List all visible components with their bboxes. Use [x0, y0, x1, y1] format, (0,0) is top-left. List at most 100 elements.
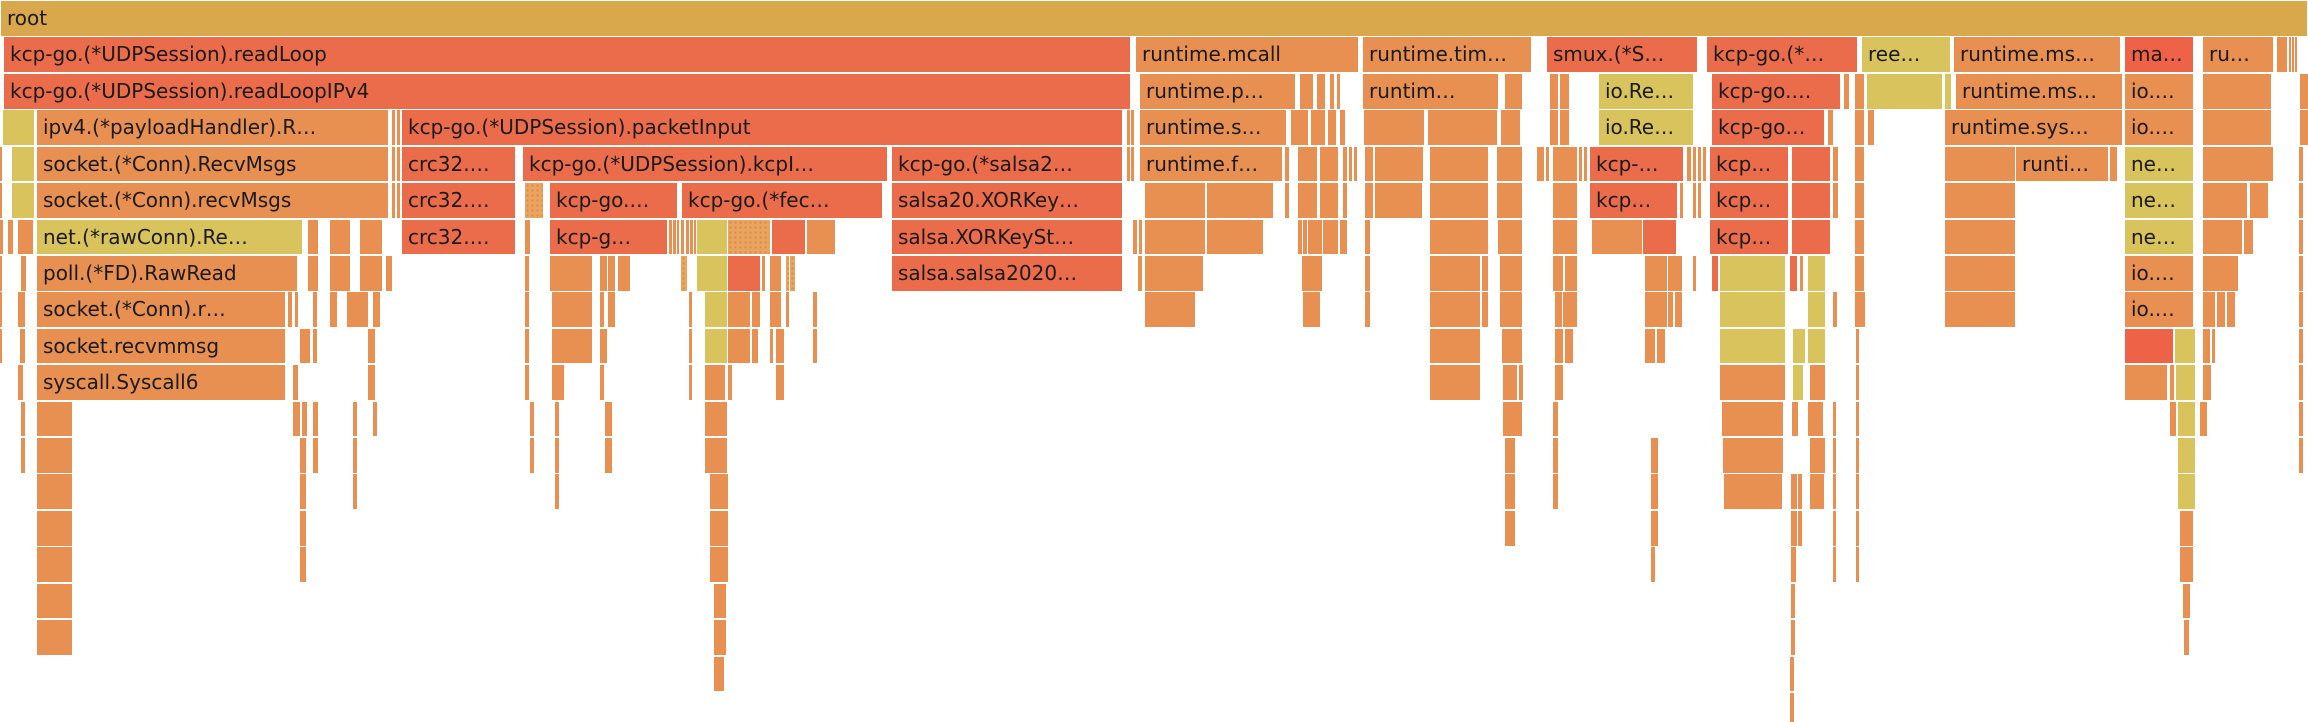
frame-box[interactable]	[1720, 328, 1785, 364]
frame-box[interactable]	[1693, 146, 1696, 182]
frame-box[interactable]	[1565, 328, 1573, 364]
frame-box[interactable]	[1651, 510, 1658, 546]
frame-box[interactable]	[1793, 328, 1805, 364]
frame-kcp-go-udpsession-readloop[interactable]: kcp-go.(*UDPSession).readLoop	[4, 37, 1130, 73]
frame-box[interactable]	[1833, 547, 1836, 582]
frame-box[interactable]	[677, 219, 679, 255]
frame-box[interactable]	[1537, 146, 1544, 182]
frame-box[interactable]	[330, 255, 350, 291]
frame-box[interactable]	[1856, 547, 1859, 582]
frame-box[interactable]	[313, 401, 318, 437]
frame-box[interactable]	[1855, 219, 1864, 255]
frame-box[interactable]	[1651, 547, 1655, 582]
frame-box[interactable]	[2300, 73, 2308, 109]
frame-box[interactable]	[2203, 292, 2215, 328]
frame-box[interactable]	[1138, 255, 1142, 291]
frame-box[interactable]	[1833, 401, 1836, 437]
frame-runtime-f[interactable]: runtime.f…	[1140, 146, 1282, 182]
frame-box[interactable]	[525, 292, 529, 328]
frame-box[interactable]	[1505, 474, 1515, 510]
frame-box[interactable]	[1720, 255, 1785, 291]
frame-box[interactable]	[1645, 328, 1655, 364]
frame-box[interactable]	[1855, 183, 1864, 218]
frame-box[interactable]	[1833, 510, 1836, 546]
frame-kcp-go-fec[interactable]: kcp-go.(*fec…	[682, 183, 882, 218]
frame-box[interactable]	[1833, 183, 1838, 218]
frame-io[interactable]: io.…	[2125, 292, 2193, 328]
frame-box[interactable]	[550, 255, 592, 291]
frame-box[interactable]	[37, 583, 72, 619]
frame-box[interactable]	[1792, 183, 1830, 218]
frame-box[interactable]	[1364, 110, 1424, 145]
frame-box[interactable]	[1856, 438, 1859, 473]
frame-box[interactable]	[1560, 110, 1569, 145]
frame-box[interactable]	[710, 510, 728, 546]
frame-box[interactable]	[2125, 365, 2167, 400]
frame-box[interactable]	[714, 620, 726, 655]
frame-box[interactable]	[300, 474, 306, 510]
frame-box[interactable]	[710, 474, 728, 510]
frame-kcp-go-udpsession-kcpi[interactable]: kcp-go.(*UDPSession).kcpI…	[523, 146, 887, 182]
frame-box[interactable]	[1798, 510, 1802, 546]
frame-box[interactable]	[705, 292, 727, 328]
frame-box[interactable]	[1328, 110, 1336, 145]
frame-box[interactable]	[1808, 328, 1825, 364]
frame-box[interactable]	[2170, 365, 2174, 400]
frame-box[interactable]	[1693, 183, 1696, 218]
frame-box[interactable]	[1337, 73, 1340, 109]
frame-kcp-go[interactable]: kcp-go…	[1712, 110, 1824, 145]
frame-box[interactable]	[807, 219, 835, 255]
frame-box[interactable]	[1430, 328, 1480, 364]
frame-box[interactable]	[1856, 328, 1859, 364]
frame-box[interactable]	[1354, 146, 1357, 182]
frame-box[interactable]	[1505, 73, 1522, 109]
frame-box[interactable]	[302, 401, 307, 437]
frame-box[interactable]	[1320, 146, 1338, 182]
frame-box[interactable]	[1428, 110, 1497, 145]
frame-box[interactable]	[1127, 146, 1130, 182]
frame-box[interactable]	[555, 438, 559, 473]
frame-kcp[interactable]: kcp…	[1710, 146, 1788, 182]
frame-box[interactable]	[1791, 547, 1796, 582]
frame-box[interactable]	[1365, 183, 1373, 218]
frame-box[interactable]	[397, 146, 400, 182]
frame-box[interactable]	[21, 255, 26, 291]
frame-box[interactable]	[313, 292, 317, 328]
frame-box[interactable]	[1145, 183, 1205, 218]
frame-runtime-sys[interactable]: runtime.sys…	[1945, 110, 2122, 145]
frame-box[interactable]	[2299, 438, 2303, 473]
frame-box[interactable]	[1698, 146, 1701, 182]
frame-box[interactable]	[1723, 438, 1783, 473]
frame-box[interactable]	[330, 292, 337, 328]
frame-box[interactable]	[1800, 255, 1803, 291]
frame-box[interactable]	[1855, 110, 1864, 145]
frame-box[interactable]	[2203, 365, 2211, 400]
frame-box[interactable]	[714, 583, 726, 619]
frame-box[interactable]	[1645, 255, 1667, 291]
frame-box[interactable]	[1680, 183, 1683, 218]
frame-runtime-mcall[interactable]: runtime.mcall	[1136, 37, 1358, 73]
frame-box[interactable]	[37, 474, 72, 510]
frame-ma[interactable]: ma…	[2125, 37, 2193, 73]
frame-box[interactable]	[288, 292, 292, 328]
frame-box[interactable]	[2292, 37, 2294, 73]
frame-io[interactable]: io.…	[2125, 110, 2193, 145]
frame-crc32[interactable]: crc32.…	[402, 183, 515, 218]
frame-box[interactable]	[728, 365, 732, 400]
frame-box[interactable]	[525, 255, 529, 291]
frame-box[interactable]	[1668, 292, 1673, 328]
frame-box[interactable]	[1500, 255, 1522, 291]
frame-net-rawconn-re[interactable]: net.(*rawConn).Re…	[37, 219, 302, 255]
frame-box[interactable]	[37, 510, 72, 546]
frame-box[interactable]	[1343, 183, 1347, 218]
frame-box[interactable]	[397, 110, 400, 145]
frame-box[interactable]	[705, 401, 727, 437]
frame-box[interactable]	[1657, 328, 1665, 364]
frame-box[interactable]	[1550, 73, 1558, 109]
frame-box[interactable]	[552, 365, 564, 400]
frame-io[interactable]: io.…	[2125, 73, 2193, 109]
frame-box[interactable]	[1505, 510, 1515, 546]
frame-box[interactable]	[2289, 37, 2291, 73]
frame-box[interactable]	[525, 365, 529, 400]
frame-box[interactable]	[1791, 474, 1797, 510]
